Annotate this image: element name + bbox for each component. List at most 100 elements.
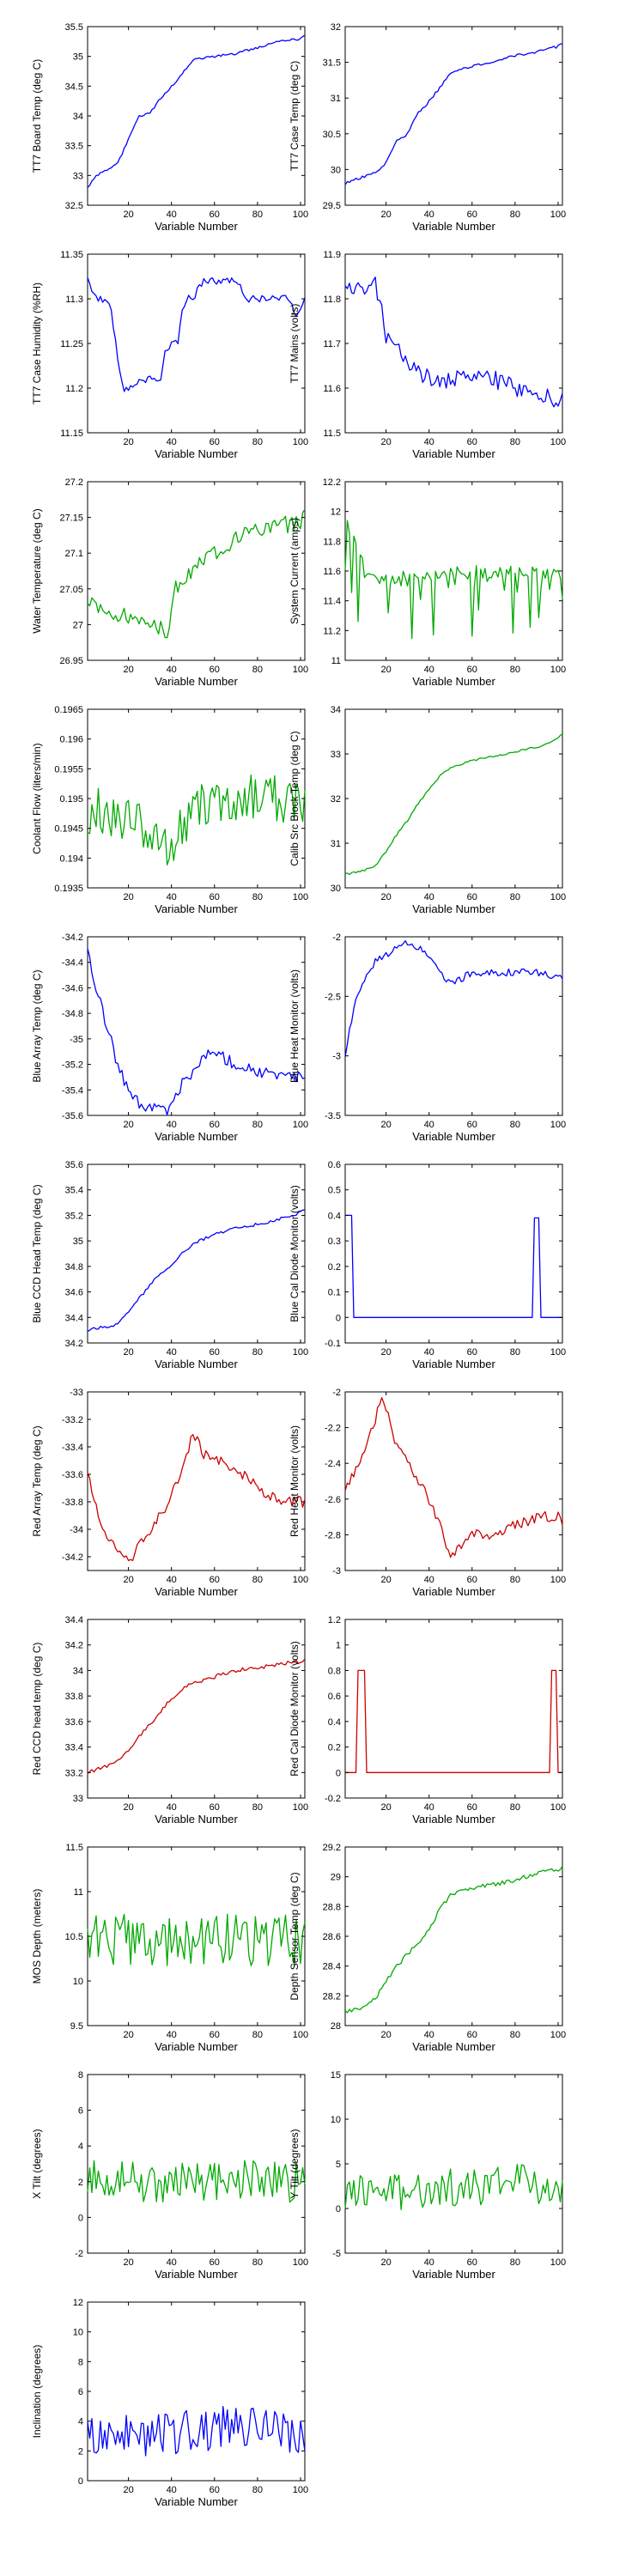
chart-panel-19: 20 40 60 80 100 -2 0 2 4 6 8 Variable Number X Tilt … bbox=[31, 2070, 308, 2281]
plot-area bbox=[344, 936, 563, 1116]
x-tick-label: 60 bbox=[210, 2257, 220, 2268]
y-tick-label: 35 bbox=[73, 52, 83, 63]
y-tick-label: 32 bbox=[331, 22, 341, 33]
series-line bbox=[344, 1397, 563, 1558]
y-tick-label: 4 bbox=[78, 2417, 83, 2427]
plot-area bbox=[87, 1846, 306, 2026]
chart-panel-10: 20 40 60 80 100 -3.5 -3 -2.5 -2 Variable Number Bl… bbox=[289, 933, 566, 1143]
y-tick-label: -2 bbox=[332, 1388, 341, 1398]
x-tick-label: 80 bbox=[252, 892, 263, 902]
y-tick-label: -33.4 bbox=[62, 1443, 83, 1453]
x-tick-label: 20 bbox=[123, 665, 133, 675]
y-tick-label: 0.2 bbox=[328, 1743, 341, 1753]
series-line bbox=[87, 2160, 306, 2203]
x-tick-label: 80 bbox=[252, 1575, 263, 1585]
series-line bbox=[87, 508, 306, 639]
plot-area bbox=[87, 2074, 306, 2254]
y-tick-label: 33 bbox=[73, 171, 83, 181]
x-tick-label: 100 bbox=[293, 665, 308, 675]
y-tick-label: 28 bbox=[331, 2021, 341, 2032]
y-tick-label: 9.5 bbox=[70, 2021, 83, 2032]
y-tick-label: 27 bbox=[73, 620, 83, 630]
series-line bbox=[344, 519, 563, 640]
y-tick-label: 1 bbox=[336, 1641, 341, 1651]
y-axis-label: Coolant Flow (liters/min) bbox=[31, 743, 43, 854]
y-axis-label: Red Array Temp (deg C) bbox=[31, 1425, 43, 1536]
y-tick-label: 33.6 bbox=[65, 1717, 83, 1728]
y-tick-label: 31 bbox=[331, 94, 341, 104]
y-tick-label: 15 bbox=[331, 2070, 341, 2081]
x-axis-label: Variable Number bbox=[412, 675, 495, 688]
y-tick-label: 32.5 bbox=[65, 201, 83, 211]
x-tick-label: 20 bbox=[123, 2030, 133, 2040]
y-tick-label: 11.7 bbox=[323, 339, 341, 349]
y-tick-label: -2.8 bbox=[325, 1530, 341, 1540]
x-tick-label: 60 bbox=[210, 1120, 220, 1130]
y-tick-label: -33.2 bbox=[62, 1415, 83, 1425]
plot-area bbox=[87, 708, 306, 889]
y-tick-label: -0.2 bbox=[325, 1794, 341, 1804]
y-tick-label: 26.95 bbox=[59, 656, 83, 666]
y-tick-label: -5 bbox=[332, 2249, 341, 2259]
x-tick-label: 20 bbox=[380, 1575, 391, 1585]
y-tick-label: 30 bbox=[331, 884, 341, 894]
x-tick-label: 60 bbox=[467, 1347, 477, 1358]
series-line bbox=[87, 948, 306, 1115]
x-tick-label: 80 bbox=[252, 2485, 263, 2495]
x-tick-label: 60 bbox=[467, 665, 477, 675]
x-tick-label: 40 bbox=[167, 1120, 177, 1130]
y-tick-label: -35 bbox=[70, 1035, 83, 1045]
y-axis-label: System Current (amps) bbox=[289, 518, 301, 624]
y-tick-label: 0 bbox=[336, 1313, 341, 1323]
x-tick-label: 100 bbox=[550, 437, 566, 447]
y-tick-label: 0 bbox=[78, 2213, 83, 2223]
x-tick-label: 60 bbox=[467, 892, 477, 902]
x-tick-label: 20 bbox=[380, 665, 391, 675]
chart-panel-20: 20 40 60 80 100 -5 0 5 10 15 Variable Number Y Tilt… bbox=[289, 2070, 566, 2281]
x-axis-label: Variable Number bbox=[155, 447, 238, 460]
x-tick-label: 60 bbox=[210, 2485, 220, 2495]
y-axis-label: Inclination (degrees) bbox=[31, 2345, 43, 2439]
chart-panel-8: 20 40 60 80 100 30 31 32 33 34 Variable Number Cali… bbox=[289, 705, 566, 915]
x-tick-label: 40 bbox=[167, 1802, 177, 1813]
x-tick-label: 80 bbox=[252, 2030, 263, 2040]
y-tick-label: 0 bbox=[336, 2204, 341, 2215]
x-tick-label: 60 bbox=[210, 665, 220, 675]
y-tick-label: 11.5 bbox=[323, 428, 341, 439]
x-axis-label: Variable Number bbox=[155, 2268, 238, 2281]
x-tick-label: 60 bbox=[210, 2030, 220, 2040]
y-tick-label: 29 bbox=[331, 1873, 341, 1883]
y-tick-label: 11.35 bbox=[60, 250, 83, 260]
x-tick-label: 20 bbox=[380, 210, 391, 220]
y-tick-label: 11.15 bbox=[60, 428, 83, 439]
x-tick-label: 60 bbox=[210, 1347, 220, 1358]
x-tick-label: 100 bbox=[293, 892, 308, 902]
y-axis-label: X Tilt (degrees) bbox=[31, 2129, 43, 2198]
x-tick-label: 60 bbox=[467, 1802, 477, 1813]
x-axis-label: Variable Number bbox=[155, 1585, 238, 1598]
x-tick-label: 80 bbox=[510, 210, 520, 220]
chart-panel-13: 20 40 60 80 100 -34.2 -34 -33.8 -33.6 -33.4 -33.2 -… bbox=[31, 1388, 308, 1598]
x-tick-label: 100 bbox=[293, 2257, 308, 2268]
x-axis-label: Variable Number bbox=[412, 902, 495, 915]
x-tick-label: 80 bbox=[510, 2257, 520, 2268]
series-line bbox=[344, 733, 563, 875]
x-axis-label: Variable Number bbox=[412, 1585, 495, 1598]
y-tick-label: 34 bbox=[73, 1666, 83, 1676]
chart-panel-12: 20 40 60 80 100 -0.1 0 0.1 0.2 0.3 0.4 0.5 0.6 Variab… bbox=[289, 1160, 566, 1370]
y-tick-label: -34.8 bbox=[62, 1009, 83, 1019]
y-tick-label: 35.5 bbox=[65, 22, 83, 33]
y-tick-label: 28.8 bbox=[323, 1902, 341, 1912]
y-tick-label: 35.4 bbox=[65, 1186, 83, 1196]
series-line bbox=[87, 276, 306, 392]
x-tick-label: 40 bbox=[424, 1575, 434, 1585]
y-tick-label: 34.5 bbox=[65, 82, 83, 92]
y-axis-label: TT7 Case Humidity (%RH) bbox=[31, 283, 43, 404]
y-tick-label: 0.1945 bbox=[54, 824, 83, 835]
series-line bbox=[87, 1209, 305, 1333]
x-tick-label: 100 bbox=[550, 1347, 566, 1358]
chart-panel-21: 20 40 60 80 100 0 2 4 6 8 10 12 Variable Number Incli… bbox=[31, 2298, 308, 2508]
y-tick-label: -34.6 bbox=[62, 983, 83, 993]
x-tick-label: 40 bbox=[167, 1575, 177, 1585]
x-tick-label: 100 bbox=[550, 892, 566, 902]
